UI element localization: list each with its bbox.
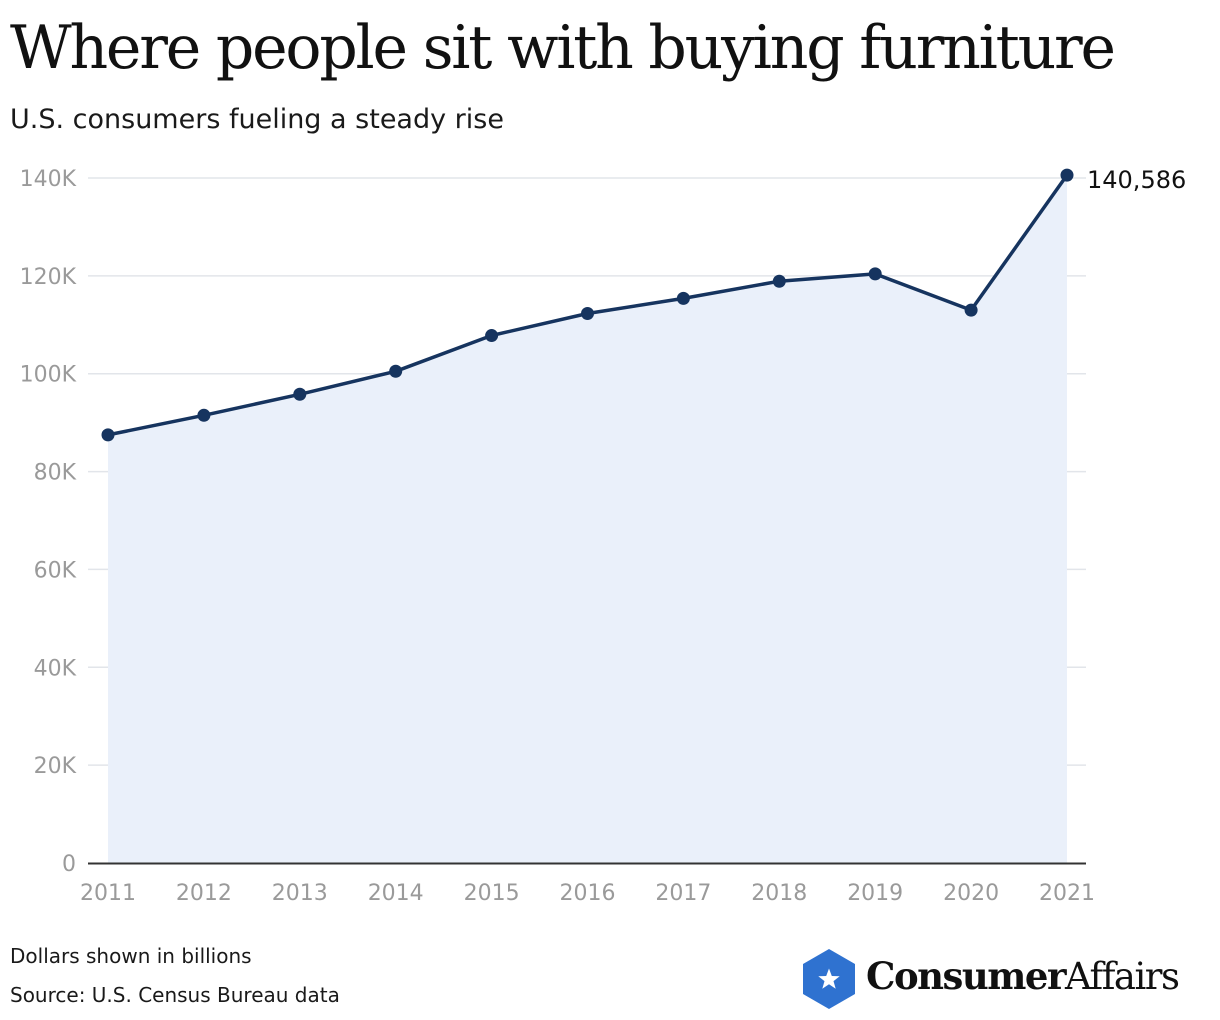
y-axis-ticks: 0 20K 40K 60K 80K 100K 120K 140K (20, 167, 77, 877)
data-point (101, 428, 115, 442)
x-tick-label: 2011 (80, 881, 136, 906)
y-tick-label: 140K (20, 167, 77, 192)
data-point (964, 303, 978, 317)
y-tick-label: 40K (34, 656, 77, 681)
x-tick-label: 2018 (751, 881, 807, 906)
data-point (868, 267, 882, 281)
area-fill (108, 175, 1067, 864)
data-point (1060, 168, 1074, 182)
footnote-units: Dollars shown in billions (10, 944, 252, 968)
data-point (293, 387, 307, 401)
data-point (389, 364, 403, 378)
star-icon (803, 949, 855, 1009)
footnote-source: Source: U.S. Census Bureau data (10, 983, 340, 1007)
y-tick-label: 20K (34, 754, 77, 779)
chart-title: Where people sit with buying furniture (10, 13, 1116, 83)
x-axis-ticks: 2011 2012 2013 2014 2015 2016 2017 2018 2019 2020… (80, 881, 1095, 906)
y-tick-label: 0 (62, 852, 76, 877)
chart-subtitle: U.S. consumers fueling a steady rise (10, 104, 504, 135)
y-tick-label: 120K (20, 265, 77, 290)
x-tick-label: 2014 (368, 881, 424, 906)
logo-wordmark: ConsumerAffairs (866, 954, 1180, 998)
logo-word-light: Affairs (1064, 955, 1180, 998)
data-point (772, 274, 786, 288)
x-tick-label: 2019 (847, 881, 903, 906)
consumeraffairs-logo: ConsumerAffairs (802, 948, 1212, 1012)
data-label-last: 140,586 (1087, 166, 1186, 194)
x-tick-label: 2012 (176, 881, 232, 906)
data-points (101, 168, 1074, 442)
y-tick-label: 100K (20, 363, 77, 388)
x-tick-label: 2013 (272, 881, 328, 906)
x-tick-label: 2020 (943, 881, 999, 906)
y-tick-label: 80K (34, 461, 77, 486)
data-point (485, 329, 499, 343)
x-tick-label: 2016 (560, 881, 616, 906)
y-tick-label: 60K (34, 558, 77, 583)
logo-word-bold: Consumer (866, 954, 1066, 998)
data-point (676, 291, 690, 305)
data-point (581, 307, 594, 321)
x-tick-label: 2017 (655, 881, 711, 906)
x-tick-label: 2015 (464, 881, 520, 906)
data-point (197, 408, 211, 422)
x-tick-label: 2021 (1039, 881, 1095, 906)
